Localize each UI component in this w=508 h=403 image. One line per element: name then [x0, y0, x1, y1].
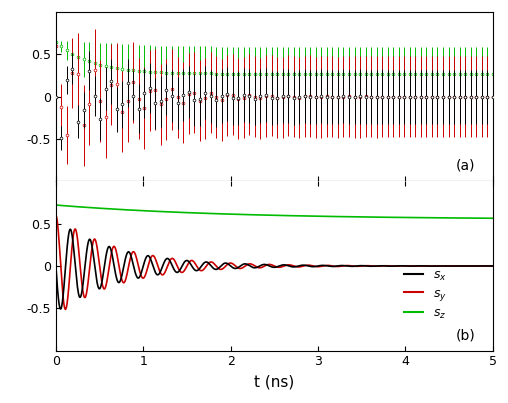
Text: (b): (b)	[456, 328, 475, 342]
Legend: $s_x$, $s_y$, $s_z$: $s_x$, $s_y$, $s_z$	[399, 264, 452, 326]
X-axis label: t (ns): t (ns)	[254, 374, 295, 389]
Text: (a): (a)	[456, 159, 475, 173]
